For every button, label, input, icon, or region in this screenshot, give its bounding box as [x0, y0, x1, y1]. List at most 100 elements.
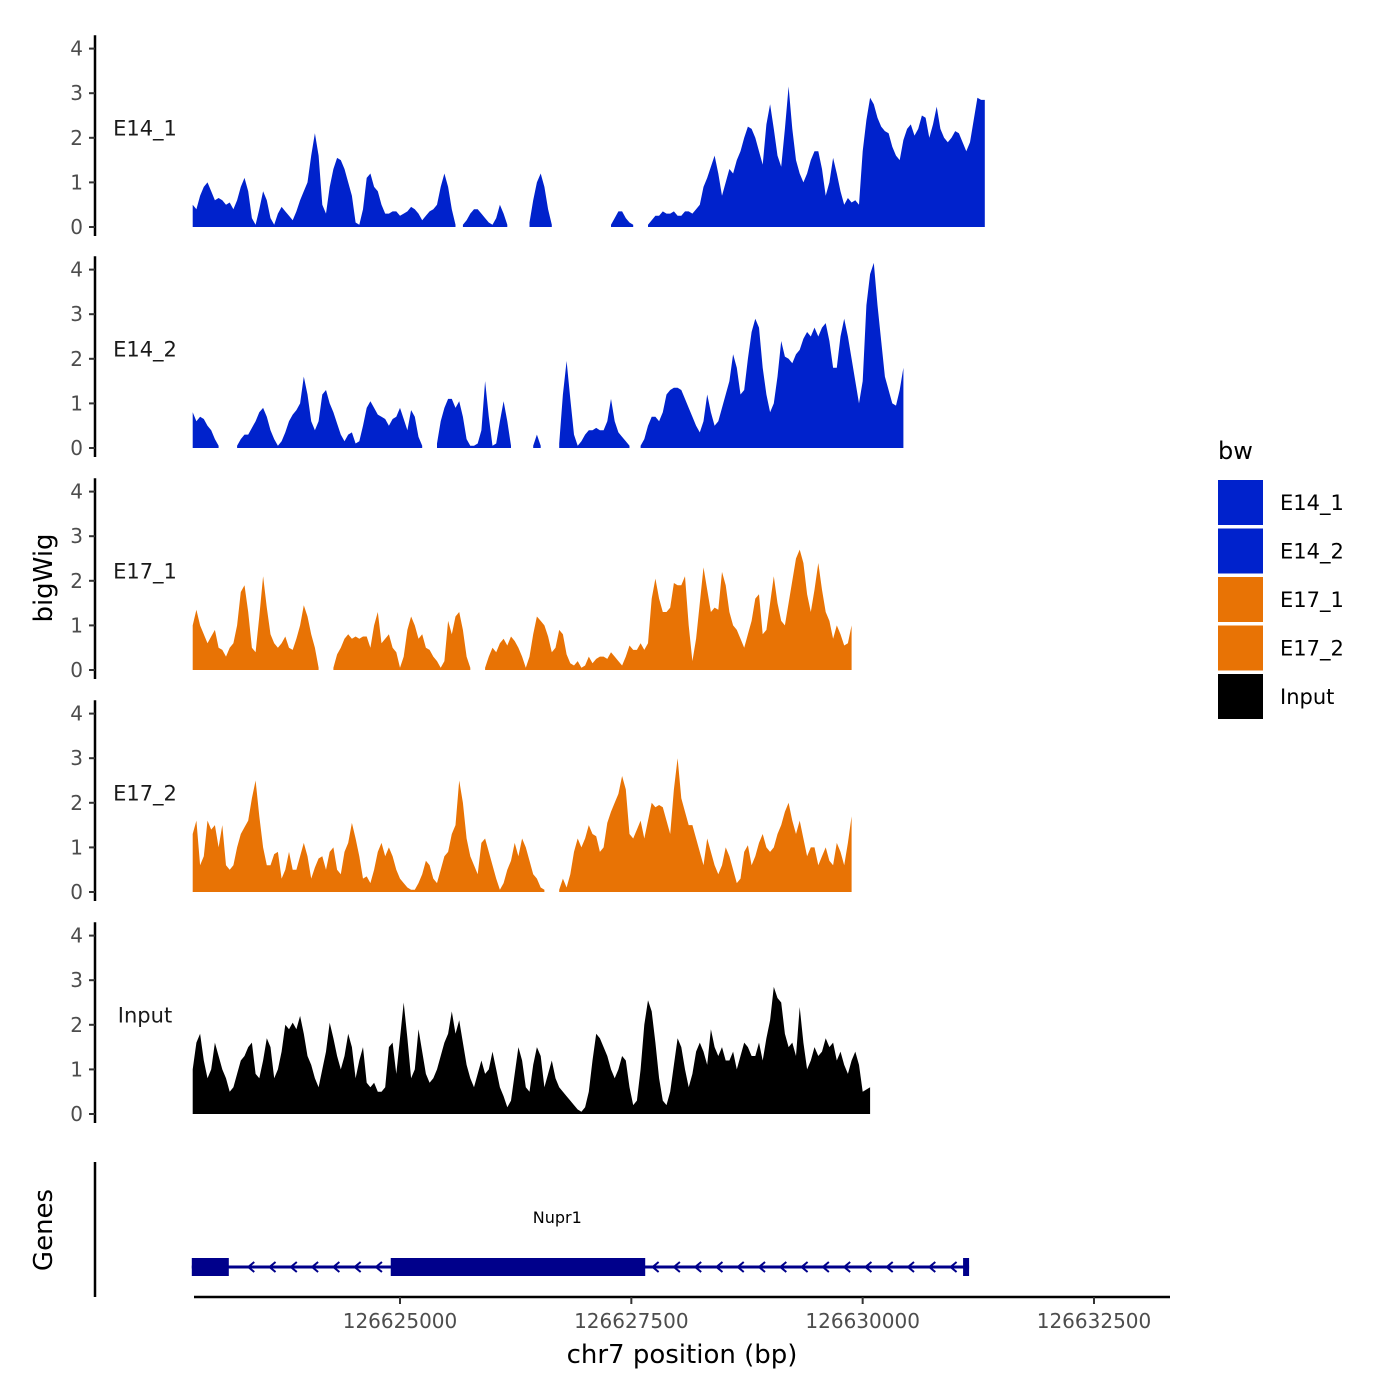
genes-panel-title: Genes	[29, 1189, 59, 1271]
y-tick-label: 0	[70, 436, 83, 460]
y-tick-label: 1	[70, 391, 83, 415]
y-tick-label: 3	[70, 524, 83, 548]
strand-arrow	[927, 1261, 936, 1273]
legend-label: E17_2	[1280, 637, 1344, 662]
y-tick-label: 2	[70, 126, 83, 150]
gene-exon	[390, 1258, 646, 1276]
y-axis-title: bigWig	[29, 533, 59, 622]
y-tick-label: 2	[70, 569, 83, 593]
area-E14_2	[237, 376, 423, 448]
x-tick-label: 126625000	[343, 1309, 458, 1333]
y-tick-label: 0	[70, 1102, 83, 1126]
legend-swatch	[1218, 528, 1263, 574]
track-E14_2: 0 1 2 3 4 E14_2	[70, 256, 904, 460]
strand-arrow	[651, 1261, 660, 1273]
strand-arrow	[800, 1261, 809, 1273]
area-E17_2	[192, 780, 545, 892]
legend-label: E14_2	[1280, 540, 1344, 565]
area-E14_1	[529, 173, 552, 227]
area-E14_1	[648, 86, 985, 227]
area-E14_2	[437, 381, 511, 448]
strand-arrow	[374, 1261, 383, 1273]
area-E14_2	[640, 262, 904, 448]
y-tick-label: 1	[70, 835, 83, 859]
y-tick-label: 3	[70, 302, 83, 326]
y-tick-label: 4	[70, 37, 83, 61]
area-E17_1	[333, 612, 471, 670]
legend-swatch	[1218, 625, 1263, 671]
y-tick-label: 3	[70, 81, 83, 105]
legend-swatch	[1218, 674, 1263, 719]
track-E14_1: 0 1 2 3 4 E14_1	[70, 35, 985, 239]
strand-arrow	[736, 1261, 745, 1273]
strand-arrow	[821, 1261, 830, 1273]
legend-swatch	[1218, 480, 1263, 525]
strand-arrow	[863, 1261, 873, 1273]
legend-title: bw	[1218, 437, 1253, 465]
area-E14_2	[192, 412, 219, 448]
area-E14_2	[533, 434, 541, 448]
legend-label: E17_1	[1280, 588, 1344, 613]
y-tick-label: 4	[70, 480, 83, 504]
x-tick-label: 126630000	[805, 1309, 920, 1333]
y-tick-label: 2	[70, 1013, 83, 1037]
area-E17_1	[485, 549, 852, 670]
track-E17_1: 0 1 2 3 4 E17_1	[70, 478, 852, 682]
y-tick-label: 4	[70, 258, 83, 282]
strand-arrow	[778, 1261, 787, 1273]
track-label: E14_2	[113, 338, 177, 363]
strand-arrow	[331, 1261, 341, 1273]
y-tick-label: 3	[70, 746, 83, 770]
track-E17_2: 0 1 2 3 4 E17_2	[70, 700, 852, 904]
strand-arrow	[949, 1261, 958, 1273]
area-E17_1	[192, 576, 319, 670]
area-E17_2	[559, 758, 852, 892]
track-label: E14_1	[113, 117, 177, 142]
y-tick-label: 2	[70, 347, 83, 371]
strand-arrow	[693, 1261, 702, 1273]
legend-label: Input	[1280, 685, 1334, 709]
strand-arrow	[842, 1261, 851, 1273]
y-tick-label: 2	[70, 791, 83, 815]
y-tick-label: 1	[70, 1057, 83, 1081]
area-E14_1	[462, 204, 508, 227]
track-label: E17_2	[113, 782, 177, 807]
strand-arrow	[310, 1261, 319, 1273]
legend-swatch	[1218, 577, 1263, 622]
y-tick-label: 0	[70, 658, 83, 682]
gene-name-label: Nupr1	[533, 1208, 582, 1227]
y-tick-label: 0	[70, 880, 83, 904]
gene-exon	[191, 1258, 229, 1276]
gene-exon	[963, 1258, 970, 1276]
y-tick-label: 3	[70, 968, 83, 992]
area-E14_2	[559, 361, 630, 448]
track-label: E17_1	[113, 560, 177, 585]
x-tick-label: 126632500	[1037, 1309, 1152, 1333]
gene-panel: Nupr1	[93, 1162, 970, 1297]
area-E14_1	[192, 133, 456, 227]
y-tick-label: 4	[70, 702, 83, 726]
strand-arrow	[906, 1261, 915, 1273]
tracks-group: 0 1 2 3 4 E14_1 0 1 2 3 4 E14_2 0 1 2 3 4 E17_1 0 1 2 3 4 E17_2…	[70, 35, 985, 1126]
strand-arrow	[672, 1261, 681, 1273]
strand-arrow	[353, 1261, 362, 1273]
strand-arrow	[289, 1261, 298, 1273]
track-label: Input	[118, 1004, 172, 1028]
strand-arrow	[885, 1261, 894, 1273]
area-E14_1	[611, 211, 634, 227]
strand-arrow	[246, 1261, 255, 1273]
track-Input: 0 1 2 3 4 Input	[70, 922, 871, 1126]
x-axis: 126625000 126627500 126630000 126632500	[194, 1295, 1170, 1333]
y-tick-label: 1	[70, 170, 83, 194]
x-tick-label: 126627500	[574, 1309, 689, 1333]
y-tick-label: 1	[70, 613, 83, 637]
x-axis-title: chr7 position (bp)	[567, 1340, 798, 1370]
strand-arrow	[714, 1261, 724, 1273]
strand-arrow	[757, 1261, 766, 1273]
legend: bw E14_1 E14_2 E17_1 E17_2 Input	[1218, 437, 1344, 719]
legend-label: E14_1	[1280, 491, 1344, 516]
y-tick-label: 4	[70, 924, 83, 948]
y-tick-label: 0	[70, 215, 83, 239]
strand-arrow	[267, 1261, 277, 1273]
